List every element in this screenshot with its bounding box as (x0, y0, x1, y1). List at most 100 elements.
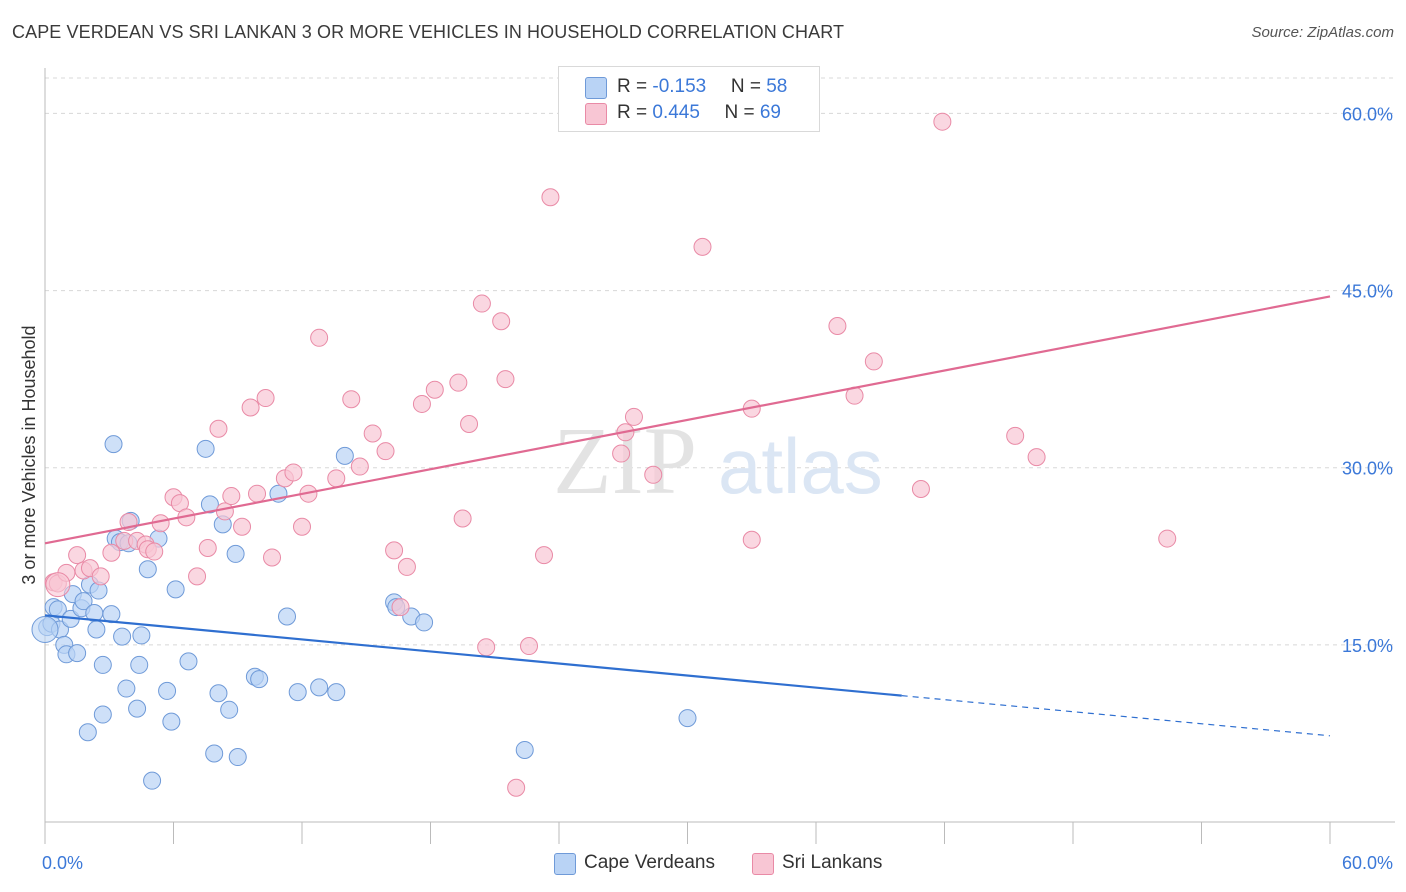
legend-r-label: R = (617, 76, 653, 97)
point-sri-lankan (68, 546, 87, 565)
point-sri-lankan (209, 419, 228, 438)
legend-r-value: -0.153 (652, 76, 707, 97)
point-sri-lankan (644, 465, 663, 484)
point-cape-verdean (220, 700, 239, 719)
point-sri-lankan (624, 407, 643, 426)
point-cape-verdean (278, 607, 297, 626)
point-sri-lankan (198, 539, 217, 558)
stats-legend: R = -0.153 N = 58 R = 0.445 N = 69 (558, 66, 820, 132)
point-cape-verdean (162, 712, 181, 731)
trend-lines (44, 295, 1331, 737)
point-sri-lankan (425, 380, 444, 399)
point-sri-lankan (263, 548, 282, 567)
point-cape-verdean (196, 439, 215, 458)
point-sri-lankan (248, 484, 267, 503)
point-cape-verdean (132, 626, 151, 645)
point-cape-verdean (228, 748, 247, 767)
legend-n-value: 69 (759, 102, 781, 123)
point-cape-verdean (158, 681, 177, 700)
x-tick-label-left: 0.0% (42, 853, 83, 873)
point-sri-lankan (256, 389, 275, 408)
point-sri-lankan (693, 237, 712, 256)
point-sri-lankan (1006, 426, 1025, 445)
point-cape-verdean (128, 699, 147, 718)
point-sri-lankan (222, 487, 241, 506)
legend-label: Cape Verdeans (584, 852, 715, 873)
tick-labels: 15.0% 30.0% 45.0% 60.0% 0.0% 60.0% (42, 104, 1393, 873)
point-sri-lankan (45, 572, 71, 598)
point-sri-lankan (293, 517, 311, 536)
legend-swatch-pink (752, 853, 774, 875)
point-sri-lankan (327, 469, 346, 488)
series-cape-verdeans (31, 435, 697, 790)
point-sri-lankan (391, 598, 410, 617)
point-sri-lankan (215, 502, 234, 521)
point-sri-lankan (342, 390, 361, 409)
source-label: Source: ZipAtlas.com (1251, 24, 1394, 41)
legend-swatch-blue (554, 853, 576, 875)
legend-swatch-pink (585, 103, 607, 125)
point-sri-lankan (612, 444, 631, 463)
point-sri-lankan (460, 415, 479, 434)
legend-r-value: 0.445 (652, 102, 700, 123)
point-cape-verdean (74, 592, 93, 611)
point-sri-lankan (91, 567, 110, 586)
point-cape-verdean (117, 679, 136, 698)
point-cape-verdean (143, 771, 162, 790)
point-cape-verdean (93, 705, 112, 724)
point-cape-verdean (200, 495, 219, 514)
point-cape-verdean (209, 684, 228, 703)
point-sri-lankan (496, 370, 515, 389)
point-sri-lankan (385, 541, 404, 560)
point-cape-verdean (104, 435, 123, 454)
point-cape-verdean (78, 723, 97, 742)
point-sri-lankan (1027, 448, 1046, 467)
chart-title: CAPE VERDEAN VS SRI LANKAN 3 OR MORE VEH… (12, 22, 845, 42)
point-cape-verdean (130, 655, 149, 674)
legend-n-label: N = (730, 76, 767, 97)
point-sri-lankan (472, 294, 491, 313)
point-sri-lankan (492, 312, 511, 331)
point-sri-lankan (363, 424, 382, 443)
point-sri-lankan (541, 188, 560, 207)
point-sri-lankan (241, 398, 260, 417)
legend-label: Sri Lankans (782, 852, 883, 873)
point-sri-lankan (188, 567, 207, 586)
point-sri-lankan (412, 394, 431, 413)
point-cape-verdean (310, 678, 329, 697)
point-cape-verdean (226, 544, 245, 563)
trend-line-sri-lankans (44, 295, 1331, 545)
point-sri-lankan (376, 442, 395, 461)
point-sri-lankan (102, 543, 121, 562)
point-cape-verdean (179, 652, 198, 671)
point-sri-lankan (535, 546, 554, 565)
point-sri-lankan (233, 517, 252, 536)
point-cape-verdean (288, 683, 307, 702)
y-tick-label: 60.0% (1342, 104, 1393, 124)
point-cape-verdean (250, 670, 269, 689)
point-sri-lankan (310, 328, 329, 347)
point-cape-verdean (31, 616, 59, 644)
point-sri-lankan (828, 317, 847, 335)
point-sri-lankan (477, 638, 496, 657)
point-cape-verdean (205, 744, 224, 763)
point-cape-verdean (138, 560, 157, 579)
axes (44, 68, 1395, 844)
point-cape-verdean (87, 620, 106, 639)
point-sri-lankan (520, 637, 539, 656)
trend-line-cape-verdeans (44, 614, 902, 697)
y-tick-label: 30.0% (1342, 459, 1393, 479)
legend-swatch-blue (585, 77, 607, 99)
point-cape-verdean (166, 580, 185, 599)
y-tick-label: 15.0% (1342, 636, 1393, 656)
legend-n-label: N = (724, 102, 760, 123)
legend-r-label: R = (617, 102, 653, 123)
point-cape-verdean (93, 655, 112, 674)
y-tick-label: 45.0% (1342, 282, 1393, 302)
point-cape-verdean (327, 683, 346, 702)
y-axis-label: 3 or more Vehicles in Household (19, 325, 39, 584)
point-sri-lankan (864, 352, 883, 371)
point-sri-lankan (350, 457, 369, 476)
point-sri-lankan (1158, 529, 1177, 548)
